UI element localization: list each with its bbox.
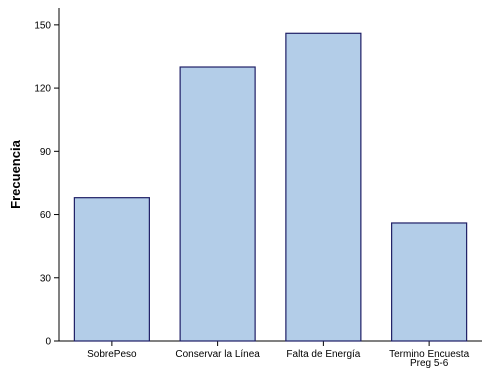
x-tick-label: Termino Encuesta — [389, 349, 469, 360]
y-tick-label: 120 — [34, 84, 51, 95]
y-axis: 0 30 60 90 120 150 — [34, 20, 59, 348]
bar — [179, 66, 256, 342]
y-axis-title: Frecuencia — [8, 139, 23, 208]
y-tick-label: 90 — [40, 147, 52, 158]
y-tick-label: 30 — [40, 273, 52, 284]
bar — [285, 32, 362, 342]
x-tick-label: Falta de Energía — [286, 349, 360, 360]
bar — [73, 197, 150, 342]
x-tick-label: Conservar la Línea — [175, 349, 260, 360]
y-tick-label: 150 — [34, 20, 51, 31]
bar — [391, 222, 468, 342]
x-tick-label: SobrePeso — [87, 349, 137, 360]
y-tick-label: 60 — [40, 210, 52, 221]
y-tick-label: 0 — [45, 337, 51, 348]
x-tick-label: Preg 5-6 — [410, 358, 449, 369]
bars — [73, 32, 468, 342]
x-axis: SobrePeso Conservar la Línea Falta de Ener… — [87, 341, 470, 369]
